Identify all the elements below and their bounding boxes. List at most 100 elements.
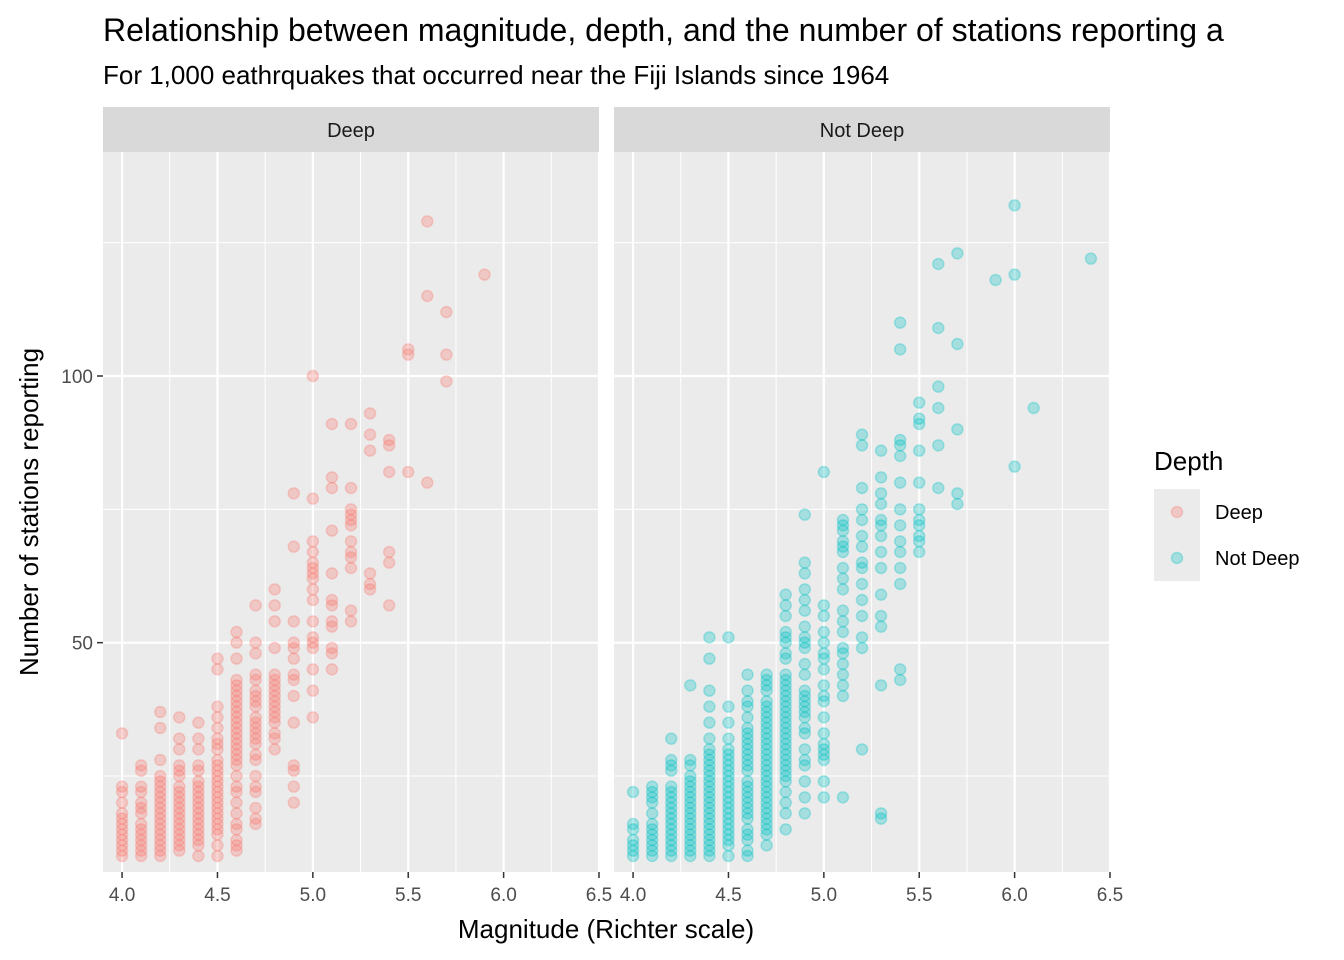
data-point — [192, 812, 205, 825]
data-point — [779, 673, 792, 687]
data-point — [703, 700, 716, 713]
facet-strip-label-not-deep: Not Deep — [820, 120, 905, 142]
data-point — [192, 839, 205, 852]
data-point — [741, 700, 754, 713]
data-point — [664, 817, 678, 831]
x-axis-title: Magnitude (Richter scale) — [458, 914, 754, 944]
data-point — [760, 780, 773, 793]
data-point — [912, 396, 926, 409]
data-point — [703, 839, 716, 852]
data-point — [230, 700, 243, 713]
data-point — [741, 753, 754, 767]
data-point — [836, 535, 850, 548]
data-point — [115, 727, 129, 740]
data-point — [722, 775, 735, 788]
data-point — [268, 743, 281, 756]
data-point — [306, 561, 320, 575]
panel-background-not-deep — [614, 152, 1110, 872]
data-point — [874, 807, 888, 820]
data-point — [912, 503, 926, 516]
data-point — [173, 780, 186, 793]
data-point — [893, 439, 907, 452]
data-point — [344, 519, 358, 532]
data-point — [153, 791, 167, 804]
data-point — [874, 513, 888, 527]
data-point — [287, 673, 301, 687]
data-point — [779, 785, 792, 799]
data-point — [230, 721, 243, 735]
data-point — [684, 812, 697, 825]
data-point — [211, 823, 224, 836]
data-point — [722, 748, 735, 761]
data-point — [306, 567, 320, 580]
data-point — [760, 716, 773, 729]
data-point — [249, 689, 262, 703]
data-point — [192, 791, 205, 804]
data-point — [817, 748, 831, 761]
data-point — [664, 791, 678, 804]
data-point — [192, 780, 205, 793]
data-point — [722, 817, 735, 831]
data-point — [230, 737, 243, 751]
data-point — [836, 791, 850, 804]
data-point — [779, 647, 792, 660]
data-point — [703, 652, 716, 665]
data-point — [760, 839, 773, 852]
data-point — [325, 599, 339, 612]
y-axis-title: Number of stations reporting — [14, 348, 44, 676]
data-point — [912, 412, 926, 425]
data-point — [173, 844, 186, 857]
data-point — [230, 625, 243, 639]
data-point — [664, 812, 678, 825]
data-point — [173, 785, 186, 799]
data-point — [741, 695, 754, 708]
data-point — [645, 823, 659, 836]
data-point — [817, 599, 831, 612]
data-point — [192, 743, 205, 756]
data-point — [645, 844, 659, 857]
legend-keys-background — [1154, 489, 1200, 581]
data-point — [817, 679, 831, 692]
data-point — [249, 801, 262, 815]
data-point — [287, 764, 301, 777]
data-point — [684, 759, 697, 772]
data-point — [684, 817, 697, 831]
data-point — [211, 663, 224, 676]
data-point — [211, 812, 224, 825]
data-point — [951, 247, 964, 260]
x-axis-deep: 4.0 4.5 5.0 5.5 6.0 6.5 — [109, 872, 612, 906]
facet-strip-label-deep: Deep — [327, 120, 375, 142]
data-point — [779, 807, 792, 820]
data-point — [115, 828, 129, 841]
data-point — [874, 519, 888, 532]
data-point — [478, 268, 491, 281]
data-point — [912, 444, 926, 457]
data-point — [268, 673, 281, 687]
x-tick-label: 6.0 — [1001, 885, 1027, 906]
data-point — [230, 796, 243, 809]
data-point — [287, 652, 301, 665]
data-point — [836, 572, 850, 585]
data-point — [703, 812, 716, 825]
data-point — [249, 769, 262, 783]
data-point — [645, 785, 659, 799]
data-point — [741, 737, 754, 751]
data-point — [401, 348, 415, 361]
data-point — [703, 753, 716, 767]
data-point — [421, 289, 434, 303]
legend-label-deep: Deep — [1215, 502, 1263, 524]
data-point — [230, 636, 243, 649]
data-point — [211, 780, 224, 793]
data-point — [798, 705, 812, 719]
data-point — [874, 620, 888, 633]
data-point — [230, 727, 243, 740]
data-point — [306, 572, 320, 585]
data-point — [779, 636, 792, 649]
data-point — [173, 833, 186, 847]
data-point — [722, 716, 735, 729]
data-point — [664, 764, 678, 777]
data-point — [645, 833, 659, 847]
data-point — [268, 679, 281, 692]
data-point — [249, 673, 262, 687]
data-point — [230, 753, 243, 767]
